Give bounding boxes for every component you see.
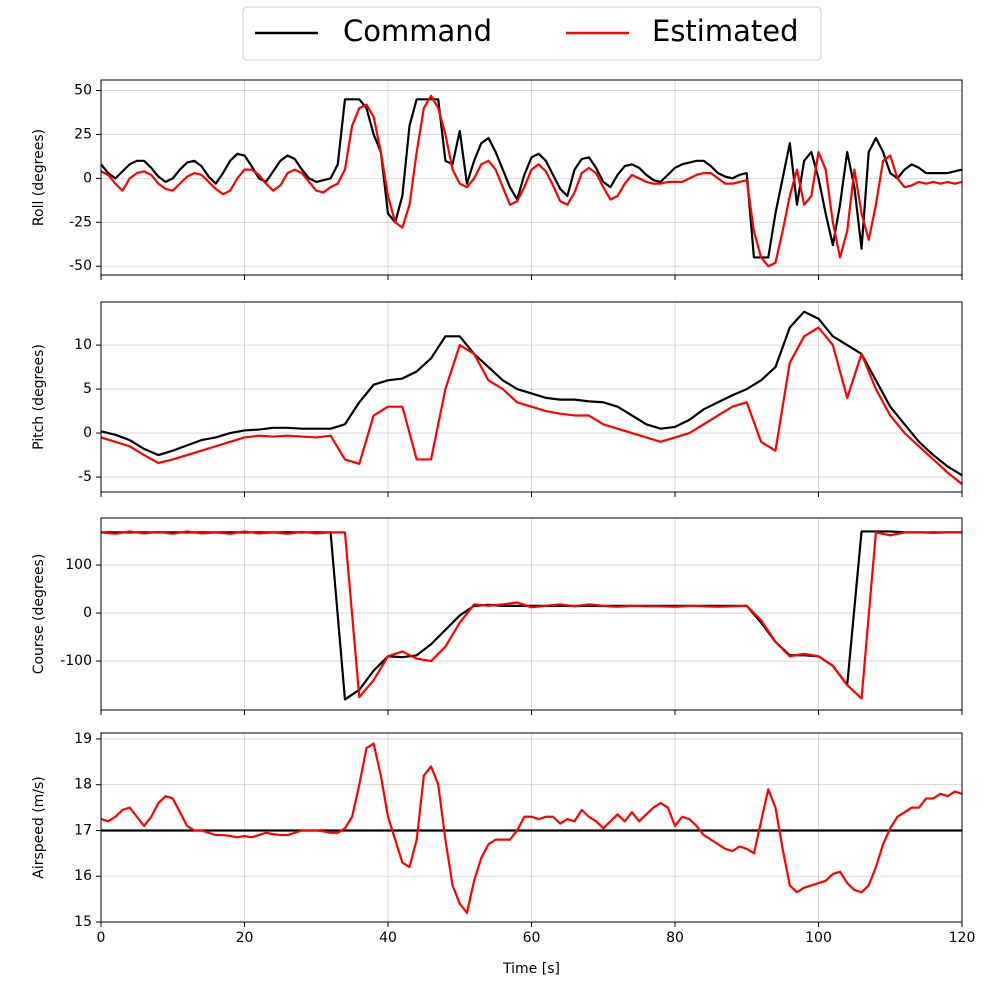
series-line bbox=[101, 94, 962, 268]
y-tick-label: -50 bbox=[69, 258, 92, 274]
series-line bbox=[101, 310, 962, 477]
x-tick-label: 20 bbox=[236, 930, 254, 946]
y-tick-label: -25 bbox=[69, 214, 92, 230]
y-tick-label: 17 bbox=[74, 822, 92, 838]
x-tick-label: 0 bbox=[97, 930, 106, 946]
y-tick-label: 0 bbox=[83, 425, 92, 441]
y-tick-label: -5 bbox=[78, 469, 92, 485]
x-tick-label: 120 bbox=[949, 930, 976, 946]
series-line bbox=[101, 742, 962, 914]
series-line bbox=[101, 530, 962, 700]
y-axis-label: Pitch (degrees) bbox=[31, 344, 47, 450]
y-tick-label: 25 bbox=[74, 126, 92, 142]
y-tick-label: 0 bbox=[83, 605, 92, 621]
y-tick-label: 16 bbox=[74, 868, 92, 884]
axes-frame bbox=[100, 517, 963, 711]
y-axis-label: Course (degrees) bbox=[31, 554, 47, 675]
legend-box bbox=[242, 6, 822, 61]
x-tick-label: 60 bbox=[523, 930, 541, 946]
legend-label: Command bbox=[343, 14, 492, 48]
y-tick-label: 18 bbox=[74, 777, 92, 793]
series-line bbox=[101, 326, 962, 485]
x-tick-label: 80 bbox=[666, 930, 684, 946]
axes-frame bbox=[100, 79, 963, 276]
y-tick-label: -100 bbox=[60, 653, 92, 669]
y-tick-label: 15 bbox=[74, 914, 92, 930]
y-tick-label: 100 bbox=[65, 557, 92, 573]
y-tick-label: 5 bbox=[83, 381, 92, 397]
series-line bbox=[101, 98, 962, 259]
y-axis-label: Roll (degrees) bbox=[31, 129, 47, 226]
y-tick-label: 50 bbox=[74, 83, 92, 99]
y-axis-label: Airspeed (m/s) bbox=[31, 776, 47, 879]
x-axis-label: Time [s] bbox=[502, 961, 560, 977]
y-tick-label: 10 bbox=[74, 337, 92, 353]
y-tick-label: 19 bbox=[74, 731, 92, 747]
axes-frame bbox=[100, 301, 963, 493]
x-tick-label: 40 bbox=[379, 930, 397, 946]
y-tick-label: 0 bbox=[83, 170, 92, 186]
axes-frame bbox=[100, 732, 963, 923]
x-tick-label: 100 bbox=[805, 930, 832, 946]
legend-label: Estimated bbox=[652, 14, 799, 48]
